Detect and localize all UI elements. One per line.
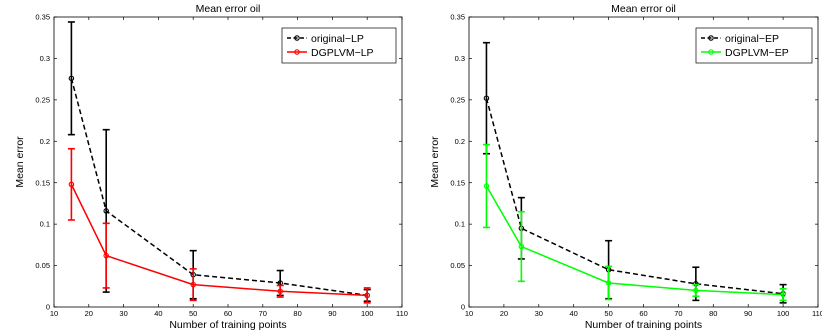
- x-tick-label: 10: [50, 309, 58, 318]
- data-point: [483, 183, 490, 189]
- y-axis-label: Mean error: [14, 136, 26, 188]
- data-point: [780, 291, 786, 298]
- data-point: [605, 280, 612, 286]
- series-0: [67, 21, 371, 303]
- data-point: [68, 181, 75, 188]
- chart-left: 10 20 30 40 50 60 70 80 90 100 110 0 0.05 0.1 0.15 0.2 0…: [14, 3, 408, 331]
- legend: original−EP DGPLVM−EP: [695, 27, 813, 64]
- data-point: [190, 281, 196, 288]
- x-tick-label: 90: [744, 309, 752, 318]
- x-tick-label: 20: [85, 309, 93, 318]
- y-tick-label: 0.35: [450, 13, 465, 22]
- data-point: [103, 208, 109, 214]
- y-tick-label: 0: [46, 303, 50, 312]
- chart-title: Mean error oil: [196, 3, 261, 15]
- chart-title: Mean error oil: [611, 3, 676, 15]
- x-tick-label: 110: [812, 309, 822, 318]
- x-tick-label: 80: [293, 309, 301, 318]
- y-tick-label: 0.3: [40, 54, 50, 63]
- x-tick-label: 10: [465, 309, 473, 318]
- chart-right: 10 20 30 40 50 60 70 80 90 100 110 0 0.05 0.1 0.15 0.2 0…: [429, 3, 822, 331]
- x-tick-label: 80: [709, 309, 717, 318]
- x-tick-label: 90: [328, 309, 336, 318]
- legend-label: original−EP: [725, 33, 779, 45]
- legend-marker: [708, 49, 714, 55]
- x-tick-label: 30: [535, 309, 543, 318]
- x-tick-label: 70: [259, 309, 267, 318]
- legend-label: DGPLVM−EP: [725, 47, 789, 59]
- legend-box: [695, 27, 813, 64]
- legend-marker: [708, 35, 714, 41]
- series-line: [70, 184, 368, 297]
- series-1: [67, 147, 371, 304]
- y-tick-label: 0.25: [35, 95, 50, 104]
- series-1: [482, 143, 787, 302]
- data-point: [693, 287, 699, 294]
- y-tick-label: 0.1: [455, 220, 465, 229]
- legend-label: DGPLVM−LP: [311, 47, 374, 59]
- x-tick-label: 40: [154, 309, 162, 318]
- series-0: [482, 41, 787, 304]
- x-tick-label: 60: [639, 309, 647, 318]
- x-tick-label: 100: [777, 309, 790, 318]
- y-tick-label: 0.05: [35, 261, 50, 270]
- data-point: [483, 95, 490, 101]
- y-tick-label: 0.3: [455, 54, 465, 63]
- y-tick-label: 0.35: [35, 13, 50, 22]
- y-tick-label: 0.15: [35, 178, 50, 187]
- data-point: [68, 75, 75, 82]
- y-tick-label: 0.2: [40, 137, 50, 146]
- data-point: [364, 292, 370, 299]
- legend-marker: [294, 49, 300, 55]
- x-tick-label: 100: [361, 309, 374, 318]
- x-tick-label: 20: [500, 309, 508, 318]
- x-tick-label: 110: [396, 309, 408, 318]
- y-tick-label: 0.25: [450, 95, 465, 104]
- y-axis-label: Mean error: [429, 136, 441, 188]
- data-point: [518, 243, 525, 250]
- series-line: [70, 78, 368, 297]
- data-point: [103, 252, 109, 259]
- x-tick-label: 60: [224, 309, 232, 318]
- legend-label: original−LP: [311, 33, 364, 45]
- y-tick-label: 0.05: [450, 261, 465, 270]
- data-point: [277, 288, 283, 295]
- x-axis-label: Number of training points: [585, 319, 702, 331]
- x-tick-label: 30: [119, 309, 127, 318]
- x-axis-label: Number of training points: [169, 319, 286, 331]
- legend-box: [281, 27, 397, 64]
- y-tick-label: 0.1: [40, 220, 50, 229]
- y-tick-label: 0: [461, 303, 465, 312]
- legend-marker: [294, 35, 300, 41]
- series-line: [485, 98, 784, 295]
- x-tick-label: 40: [570, 309, 578, 318]
- x-tick-label: 50: [604, 309, 612, 318]
- series-line: [485, 185, 784, 296]
- y-tick-label: 0.2: [455, 137, 465, 146]
- x-tick-label: 70: [674, 309, 682, 318]
- legend: original−LP DGPLVM−LP: [281, 27, 397, 64]
- y-tick-label: 0.15: [450, 178, 465, 187]
- x-tick-label: 50: [189, 309, 197, 318]
